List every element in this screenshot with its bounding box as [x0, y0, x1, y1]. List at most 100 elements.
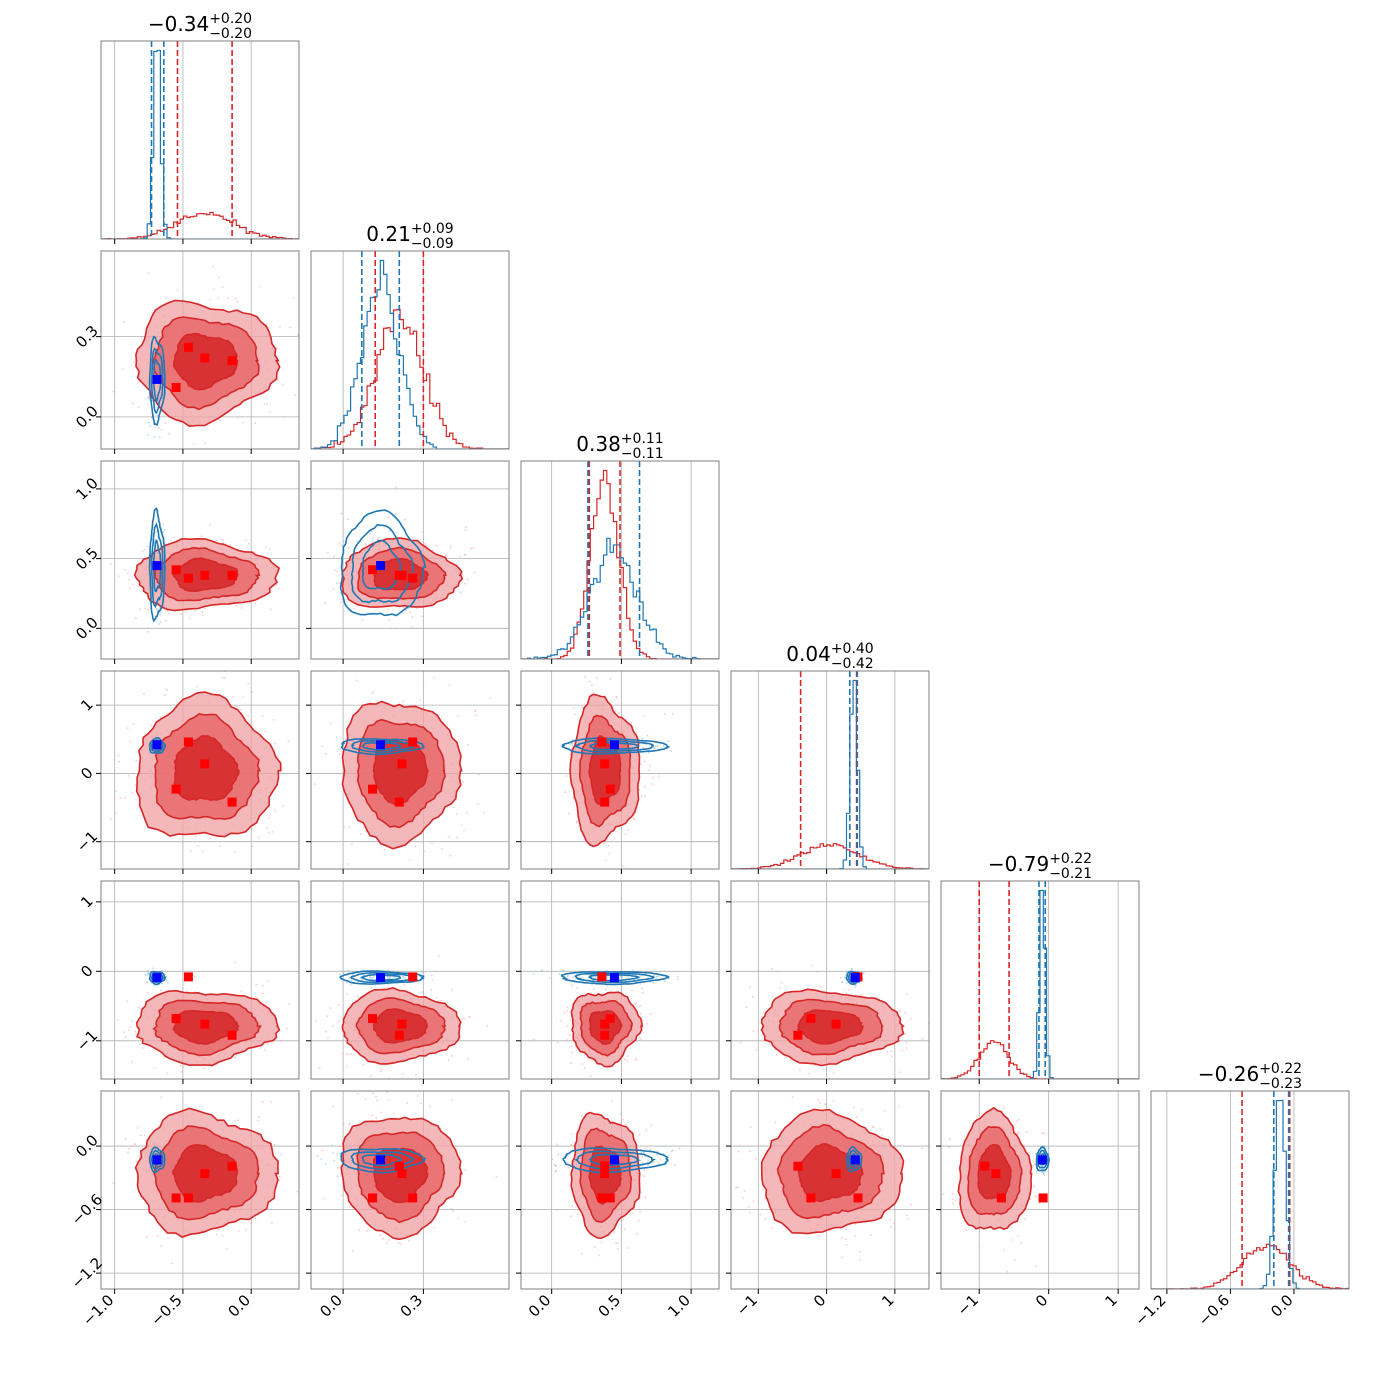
scatter-point-secondary: [555, 1169, 557, 1172]
marker-primary: [171, 382, 181, 392]
scatter-point-secondary: [156, 414, 159, 417]
scatter-point-primary: [478, 773, 481, 776]
scatter-point-primary: [638, 1133, 641, 1136]
scatter-point-primary: [643, 1168, 646, 1171]
scatter-point-primary: [419, 698, 422, 701]
contour-secondary: [148, 1146, 166, 1174]
scatter-point-secondary: [561, 969, 564, 972]
scatter-point-primary: [570, 1045, 573, 1048]
panel-0-0: [100, 40, 300, 244]
panel-frame: [100, 40, 300, 240]
scatter-point-primary: [601, 891, 603, 893]
scatter-point-primary: [132, 360, 135, 363]
panel-title: −0.34+0.20 −0.20: [148, 11, 252, 42]
scatter-point-primary: [258, 1116, 261, 1118]
scatter-point-secondary: [151, 967, 154, 970]
scatter-point-primary: [149, 724, 152, 727]
scatter-point-primary: [163, 694, 166, 697]
scatter-point-primary: [624, 1123, 627, 1126]
scatter-point-primary: [164, 422, 167, 425]
scatter-point-secondary: [333, 569, 336, 572]
scatter-point-primary: [281, 805, 284, 807]
scatter-point-secondary: [165, 979, 168, 982]
scatter-point-primary: [619, 1122, 622, 1125]
scatter-point-primary: [408, 1240, 410, 1242]
scatter-point-primary: [380, 1068, 383, 1071]
scatter-point-primary: [606, 984, 609, 987]
y-tick-label: 0.0: [72, 614, 102, 644]
title-median: −0.34: [148, 12, 209, 36]
scatter-point-secondary: [551, 1158, 554, 1161]
scatter-point-secondary: [403, 976, 406, 979]
x-tick-label: 0.3: [397, 1291, 427, 1321]
scatter-point-primary: [300, 570, 302, 572]
scatter-point-secondary: [659, 1159, 662, 1161]
scatter-point-primary: [461, 1017, 464, 1020]
scatter-point-primary: [356, 1092, 359, 1095]
scatter-point-primary: [339, 601, 342, 603]
scatter-point-primary: [268, 816, 270, 819]
scatter-point-primary: [278, 325, 281, 328]
panel-plot-area: [311, 461, 509, 659]
scatter-point-primary: [221, 286, 224, 289]
scatter-point-primary: [474, 714, 477, 717]
scatter-point-primary: [112, 1182, 115, 1185]
scatter-point-primary: [415, 1073, 417, 1076]
scatter-point-primary: [134, 617, 137, 620]
contour-secondary: [148, 737, 167, 754]
scatter-point-primary: [402, 983, 405, 986]
scatter-point-secondary: [144, 973, 147, 976]
scatter-point-secondary: [356, 540, 359, 542]
scatter-point-primary: [638, 1036, 640, 1039]
scatter-point-primary: [402, 606, 405, 609]
x-tick-label: 0.0: [224, 1291, 254, 1321]
scatter-point-primary: [461, 1180, 463, 1183]
scatter-point-primary: [171, 1262, 173, 1265]
scatter-point-primary: [132, 583, 135, 586]
scatter-point-primary: [372, 1092, 375, 1095]
scatter-point-primary: [345, 1053, 348, 1056]
scatter-point-secondary: [618, 976, 621, 978]
scatter-point-primary: [267, 980, 270, 983]
panel-1-1: [310, 250, 510, 454]
scatter-point-primary: [134, 1030, 137, 1033]
scatter-point-secondary: [147, 397, 149, 400]
scatter-point-primary: [420, 1102, 423, 1104]
scatter-point-primary: [570, 1143, 573, 1146]
scatter-point-secondary: [387, 516, 390, 518]
scatter-point-secondary: [368, 532, 371, 535]
scatter-point-secondary: [338, 973, 341, 976]
scatter-point-primary: [402, 700, 405, 703]
scatter-point-primary: [901, 1049, 904, 1052]
y-tick-label: 0.3: [72, 322, 102, 352]
scatter-point-primary: [268, 411, 271, 414]
scatter-point-primary: [147, 608, 150, 611]
scatter-point-secondary: [647, 1160, 649, 1162]
scatter-point-primary: [462, 781, 465, 784]
scatter-point-primary: [572, 796, 575, 799]
scatter-point-primary: [436, 996, 438, 999]
scatter-point-secondary: [655, 976, 658, 979]
scatter-point-secondary: [605, 969, 608, 972]
panel-frame: [310, 1090, 510, 1290]
scatter-point-primary: [240, 708, 243, 711]
scatter-point-primary: [463, 1017, 466, 1020]
scatter-point-secondary: [652, 1161, 655, 1163]
scatter-point-primary: [180, 1071, 183, 1073]
marker-secondary: [152, 973, 162, 983]
scatter-point-primary: [308, 584, 310, 586]
scatter-point-primary: [386, 1091, 389, 1094]
panel-2-1: [306, 460, 510, 664]
scatter-point-primary: [615, 1242, 617, 1244]
scatter-point-primary: [751, 995, 754, 998]
scatter-point-primary: [128, 587, 131, 590]
y-tick-label: 1: [77, 695, 96, 714]
scatter-point-primary: [749, 986, 751, 988]
panel-plot-area: [941, 881, 1139, 1079]
scatter-point-primary: [226, 1247, 228, 1250]
scatter-point-primary: [559, 1019, 562, 1022]
scatter-point-primary: [278, 587, 281, 590]
scatter-point-primary: [215, 1233, 218, 1236]
scatter-point-primary: [567, 1166, 570, 1169]
scatter-point-primary: [607, 844, 610, 847]
